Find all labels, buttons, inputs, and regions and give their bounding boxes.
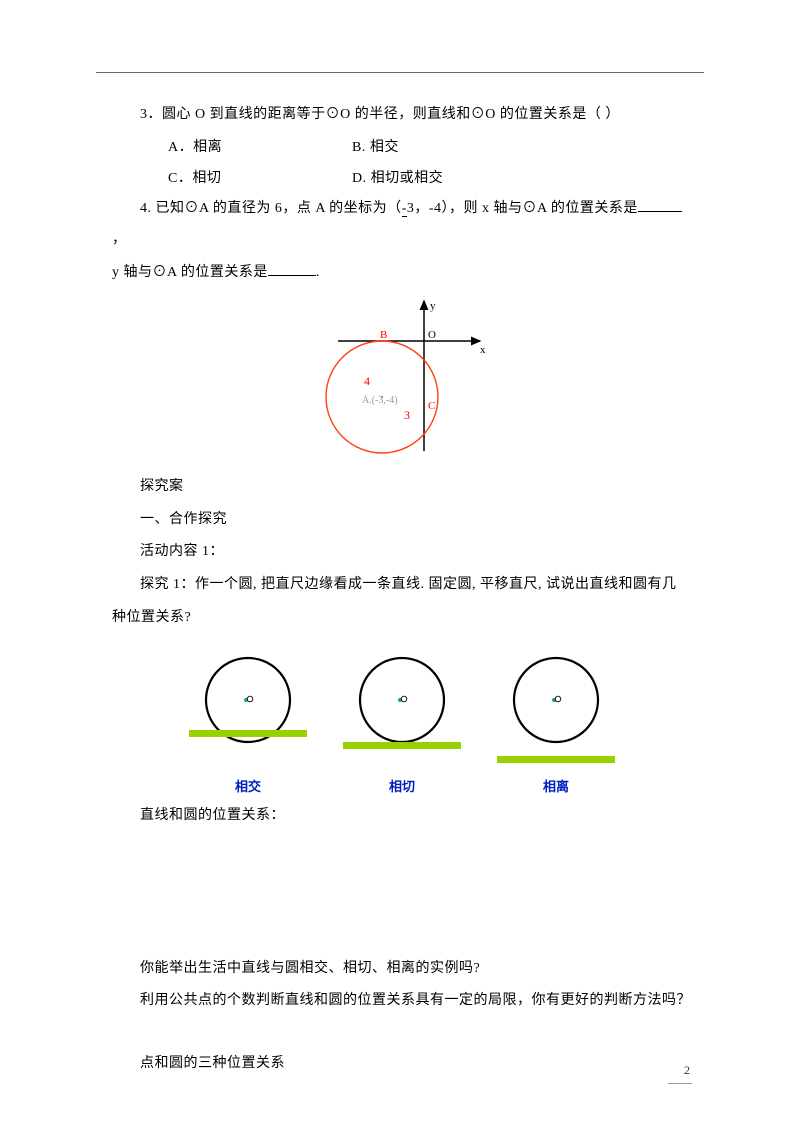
- label-separate: 相离: [543, 776, 569, 795]
- q4-blank-1: [638, 198, 682, 212]
- page-content: 3．圆心 O 到直线的距离等于⊙O 的半径，则直线和⊙O 的位置关系是（ ） A…: [112, 100, 692, 1082]
- sec-tanjiu: 探究案: [112, 472, 692, 503]
- sec-tanjiu1-line1: 探究 1：作一个圆, 把直尺边缘看成一条直线. 固定圆, 平移直尺, 试说出直线…: [112, 570, 692, 601]
- q4-blank-2: [268, 262, 316, 276]
- center-ring: [401, 696, 407, 702]
- circle-col-tangent: 相切: [337, 652, 467, 795]
- q3-stem: 3．圆心 O 到直线的距离等于⊙O 的半径，则直线和⊙O 的位置关系是（ ）: [112, 100, 692, 131]
- blank-space: [112, 834, 692, 954]
- q4-text-c: ，: [112, 232, 127, 247]
- label-O: O: [428, 329, 436, 341]
- label-tangent: 相切: [389, 776, 415, 795]
- q3-option-c: C．相切: [140, 164, 320, 195]
- circle-col-intersect: 相交: [183, 652, 313, 795]
- circle-col-separate: 相离: [491, 652, 621, 795]
- q4-text-b: 3，-4），则 x 轴与⊙A 的位置关系是: [407, 201, 638, 216]
- q4-stem-line1: 4. 已知⊙A 的直径为 6，点 A 的坐标为（-3，-4），则 x 轴与⊙A …: [112, 194, 692, 256]
- gap: [112, 1019, 692, 1049]
- q-examples: 你能举出生活中直线与圆相交、相切、相离的实例吗?: [112, 954, 692, 985]
- three-circles-row: 相交 相切 相离: [112, 652, 692, 795]
- label-x: x: [480, 344, 486, 356]
- tangent-line: [497, 756, 615, 763]
- label-B: B: [380, 329, 387, 341]
- label-3: 3: [404, 408, 410, 422]
- center-ring: [247, 696, 253, 702]
- label-y: y: [430, 300, 436, 312]
- tangent-line: [343, 742, 461, 749]
- top-horizontal-rule: [96, 72, 704, 73]
- center-ring: [555, 696, 561, 702]
- q-limit: 利用公共点的个数判断直线和圆的位置关系具有一定的局限，你有更好的判断方法吗？: [112, 986, 692, 1017]
- q3-options-row1: A．相离 B. 相交: [112, 133, 692, 164]
- q4-text-a: 4. 已知⊙A 的直径为 6，点 A 的坐标为（: [140, 201, 402, 216]
- page-number-rule: [668, 1083, 692, 1084]
- diagram-tangent: [337, 652, 467, 770]
- label-intersect: 相交: [235, 776, 261, 795]
- page-number: 2: [684, 1063, 690, 1078]
- coord-diagram: O x y B C 4 3 A.(-3,-4): [312, 297, 492, 457]
- pt-title: 点和圆的三种位置关系: [112, 1049, 692, 1080]
- sec-huodong1: 活动内容 1：: [112, 537, 692, 568]
- rel-title: 直线和圆的位置关系：: [112, 801, 692, 832]
- q3-options-row2: C．相切 D. 相切或相交: [112, 164, 692, 195]
- q4-stem-line2: y 轴与⊙A 的位置关系是.: [112, 258, 692, 289]
- label-C: C: [428, 400, 435, 412]
- label-4: 4: [364, 374, 370, 388]
- q3-option-a: A．相离: [140, 133, 320, 164]
- q4-line2-a: y 轴与⊙A 的位置关系是: [112, 265, 268, 280]
- q3-option-d: D. 相切或相交: [324, 164, 504, 195]
- coord-figure-wrap: O x y B C 4 3 A.(-3,-4): [112, 297, 692, 462]
- tangent-line: [189, 730, 307, 737]
- diagram-intersect: [183, 652, 313, 770]
- sec-tanjiu1-line2: 种位置关系?: [112, 603, 692, 634]
- q4-line2-b: .: [316, 265, 320, 280]
- sec-hezuo: 一、合作探究: [112, 505, 692, 536]
- q3-option-b: B. 相交: [324, 133, 504, 164]
- label-A: A.(-3,-4): [362, 395, 398, 406]
- diagram-separate: [491, 652, 621, 770]
